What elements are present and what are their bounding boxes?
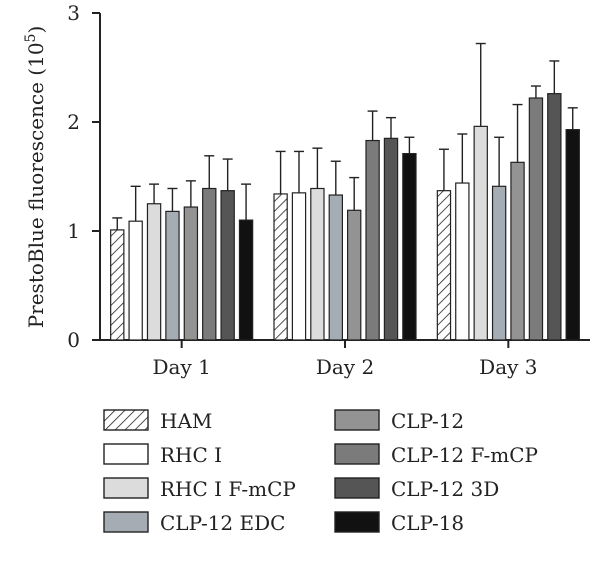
bar bbox=[547, 93, 562, 341]
legend-label: CLP-12 bbox=[391, 409, 464, 433]
y-ticks: 0 1 2 3 bbox=[67, 1, 100, 352]
bar bbox=[146, 203, 162, 341]
legend-swatch bbox=[103, 477, 149, 499]
bar bbox=[365, 139, 380, 341]
legend-swatch bbox=[334, 443, 380, 465]
bar bbox=[510, 161, 525, 341]
legend-swatch bbox=[103, 511, 149, 533]
bar bbox=[528, 97, 544, 341]
bar bbox=[491, 185, 507, 341]
error-bars bbox=[112, 42, 578, 230]
legend-swatch bbox=[334, 511, 380, 533]
bar bbox=[202, 187, 217, 341]
bar bbox=[328, 194, 344, 341]
legend-item: RHC I F-mCP bbox=[103, 477, 296, 501]
bar bbox=[238, 219, 254, 341]
bar bbox=[183, 206, 199, 341]
legend-label: CLP-18 bbox=[391, 511, 464, 535]
legend-label: RHC I F-mCP bbox=[160, 477, 296, 501]
x-tick-label: Day 2 bbox=[316, 355, 374, 379]
bars bbox=[110, 93, 580, 341]
legend-label: RHC I bbox=[160, 443, 222, 467]
legend-label: CLP-12 F-mCP bbox=[391, 443, 538, 467]
y-tick-label: 3 bbox=[67, 1, 80, 25]
x-tick-label: Day 1 bbox=[152, 355, 210, 379]
legend-label: CLP-12 EDC bbox=[160, 511, 285, 535]
legend-item: CLP-18 bbox=[334, 511, 464, 535]
bar bbox=[220, 190, 235, 341]
legend-item: CLP-12 F-mCP bbox=[334, 443, 538, 467]
legend-item: CLP-12 bbox=[334, 409, 464, 433]
legend-swatch bbox=[334, 477, 380, 499]
y-axis-title: PrestoBlue fluorescence (105) bbox=[23, 26, 48, 329]
bar bbox=[383, 137, 399, 341]
legend: HAM RHC I RHC I F-mCP CLP-12 EDC CLP-12 CLP-1… bbox=[103, 409, 538, 535]
legend-item: RHC I bbox=[103, 443, 222, 467]
legend-item: CLP-12 3D bbox=[334, 477, 499, 501]
bar bbox=[455, 182, 470, 341]
legend-swatch bbox=[103, 409, 149, 431]
bar bbox=[128, 220, 143, 341]
bar bbox=[165, 210, 180, 341]
y-tick-label: 1 bbox=[67, 219, 80, 243]
x-ticks: Day 1 Day 2 Day 3 bbox=[152, 340, 538, 379]
bar bbox=[310, 187, 325, 341]
y-tick-label: 2 bbox=[67, 110, 80, 134]
legend-item: CLP-12 EDC bbox=[103, 511, 285, 535]
bar bbox=[565, 129, 580, 341]
bar bbox=[402, 153, 417, 341]
bar bbox=[436, 190, 452, 341]
bar bbox=[347, 209, 362, 341]
bar bbox=[291, 192, 307, 341]
x-tick-label: Day 3 bbox=[479, 355, 537, 379]
legend-label: CLP-12 3D bbox=[391, 477, 499, 501]
legend-swatch bbox=[103, 443, 149, 465]
legend-item: HAM bbox=[103, 409, 212, 433]
legend-swatch bbox=[334, 409, 380, 431]
y-tick-label: 0 bbox=[67, 328, 80, 352]
legend-label: HAM bbox=[160, 409, 212, 433]
bar bbox=[273, 193, 288, 341]
bar bbox=[473, 125, 488, 341]
bar bbox=[110, 229, 125, 341]
